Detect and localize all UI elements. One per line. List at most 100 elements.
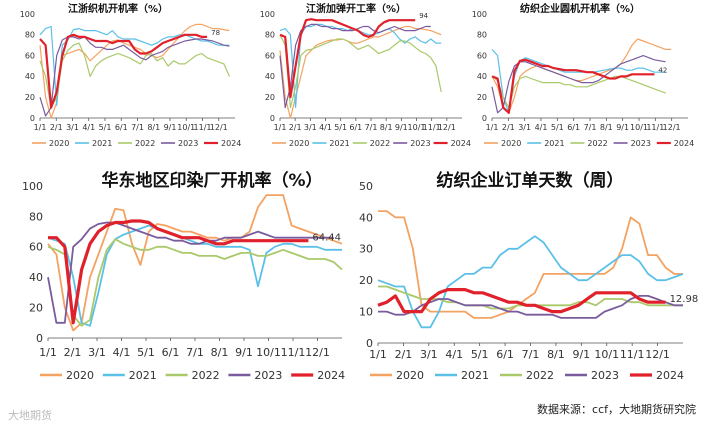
- chart-5: 纺织企业订单天数（周） 0 10 20 30 40 50 1/1 2/1 3/1 4/1 5/1 6/1…: [359, 170, 698, 382]
- series-line-2021: [279, 23, 442, 109]
- y-tick-label: 100: [20, 10, 35, 19]
- series-line-2020: [39, 23, 230, 119]
- legend-label-2023: 2023: [254, 369, 282, 382]
- x-tick-label: 9/1: [164, 123, 177, 132]
- x-tick-label: 6/1: [349, 123, 362, 132]
- y-tick-label: 20: [25, 93, 35, 102]
- x-tick-label: 4/1: [319, 123, 332, 132]
- legend-label-2023: 2023: [591, 369, 619, 382]
- x-tick-label: 8/1: [547, 348, 565, 361]
- legend-label-2021: 2021: [461, 369, 489, 382]
- y-tick-label: 100: [260, 10, 275, 19]
- series-line-2023: [47, 221, 334, 324]
- x-tick-label: 7/1: [522, 348, 540, 361]
- y-tick-label: 40: [359, 211, 373, 224]
- x-tick-label: 8/1: [600, 123, 613, 132]
- chart-2: 江浙加弹开工率（%） 0 20 40 60 80 100 1/1 2/1 3/1 4/1 5/1 6/1…: [260, 2, 471, 148]
- x-tick-label: 7/1: [365, 123, 378, 132]
- x-tick-label: 5/1: [99, 123, 112, 132]
- series-line-2022: [39, 42, 230, 109]
- end-value-label: 78: [211, 29, 220, 37]
- series-line-2023: [279, 23, 431, 109]
- chart-1: 江浙织机开机率（%） 0 20 40 60 80 100 1/1 2/1 3/1 4/1 5/1 6/1…: [20, 2, 242, 148]
- series-line-2024: [491, 58, 655, 114]
- series-line-2021: [47, 224, 342, 327]
- x-tick-label: 11/1: [620, 348, 645, 361]
- x-tick-label: 12/1: [645, 348, 670, 361]
- y-tick-label: 0: [366, 337, 373, 350]
- end-value-label: 94: [419, 12, 428, 20]
- x-tick-label: 6/1: [496, 348, 514, 361]
- y-tick-label: 100: [472, 10, 487, 19]
- y-tick-label: 0: [270, 114, 275, 123]
- x-tick-label: 1/1: [369, 348, 387, 361]
- x-tick-label: 5/1: [471, 348, 489, 361]
- y-tick-label: 80: [29, 210, 43, 223]
- x-tick-label: 10/1: [594, 348, 619, 361]
- x-tick-label: 4/1: [113, 346, 131, 359]
- legend-label-2020: 2020: [396, 369, 424, 382]
- watermark: 大地期货: [8, 409, 52, 422]
- y-tick-label: 80: [25, 31, 35, 40]
- x-tick-label: 2/1: [289, 123, 302, 132]
- y-tick-label: 100: [22, 180, 43, 193]
- x-tick-label: 4/1: [445, 348, 463, 361]
- chart-title: 江浙加弹开工率（%）: [306, 2, 406, 15]
- series-line-2021: [377, 235, 684, 329]
- legend-label-2024: 2024: [674, 139, 694, 148]
- x-tick-label: 8/1: [147, 123, 160, 132]
- x-tick-label: 3/1: [304, 123, 317, 132]
- x-tick-label: 10/1: [408, 123, 426, 132]
- series-line-2024: [279, 18, 416, 99]
- y-tick-label: 40: [29, 271, 43, 284]
- legend-label-2024: 2024: [656, 369, 684, 382]
- x-tick-label: 5/1: [551, 123, 564, 132]
- x-tick-label: 1/1: [486, 123, 499, 132]
- legend-label-2022: 2022: [135, 139, 155, 148]
- x-tick-label: 3/1: [420, 348, 438, 361]
- x-tick-label: 12/1: [210, 123, 228, 132]
- source-note: 数据来源：ccf，大地期货研究院: [537, 403, 696, 416]
- y-tick-label: 30: [359, 243, 373, 256]
- x-tick-label: 2/1: [502, 123, 515, 132]
- legend-label-2023: 2023: [178, 139, 198, 148]
- x-tick-label: 9/1: [235, 346, 253, 359]
- legend-label-2020: 2020: [289, 139, 309, 148]
- y-tick-label: 80: [265, 31, 275, 40]
- legend-label-2021: 2021: [544, 139, 564, 148]
- y-tick-label: 20: [265, 93, 275, 102]
- series-line-2023: [491, 54, 666, 114]
- x-tick-label: 3/1: [66, 123, 79, 132]
- legend-label-2024: 2024: [221, 139, 241, 148]
- series-line-2020: [279, 25, 442, 119]
- y-tick-label: 40: [25, 72, 35, 81]
- y-tick-label: 20: [29, 301, 43, 314]
- legend-label-2021: 2021: [92, 139, 112, 148]
- y-tick-label: 20: [477, 93, 487, 102]
- y-tick-label: 40: [477, 72, 487, 81]
- legend-label-2022: 2022: [192, 369, 220, 382]
- x-tick-label: 5/1: [137, 346, 155, 359]
- legend-label-2022: 2022: [587, 139, 607, 148]
- y-tick-label: 20: [359, 274, 373, 287]
- x-tick-label: 10/1: [256, 346, 281, 359]
- y-tick-label: 80: [477, 31, 487, 40]
- x-tick-label: 4/1: [82, 123, 95, 132]
- legend-label-2023: 2023: [410, 139, 430, 148]
- legend-label-2024: 2024: [317, 369, 345, 382]
- x-tick-label: 9/1: [572, 348, 590, 361]
- y-tick-label: 60: [29, 241, 43, 254]
- x-tick-label: 10/1: [177, 123, 195, 132]
- legend-label-2023: 2023: [631, 139, 651, 148]
- legend-label-2020: 2020: [501, 139, 521, 148]
- y-tick-label: 0: [30, 114, 35, 123]
- legend-label-2020: 2020: [49, 139, 69, 148]
- x-tick-label: 1/1: [274, 123, 287, 132]
- y-tick-label: 10: [359, 305, 373, 318]
- chart-title: 纺织企业圆机开机率（%）: [520, 2, 640, 15]
- series-line-2022: [491, 75, 666, 109]
- x-tick-label: 2/1: [50, 123, 63, 132]
- series-line-2020: [47, 194, 343, 332]
- x-tick-label: 7/1: [186, 346, 204, 359]
- x-tick-label: 3/1: [518, 123, 531, 132]
